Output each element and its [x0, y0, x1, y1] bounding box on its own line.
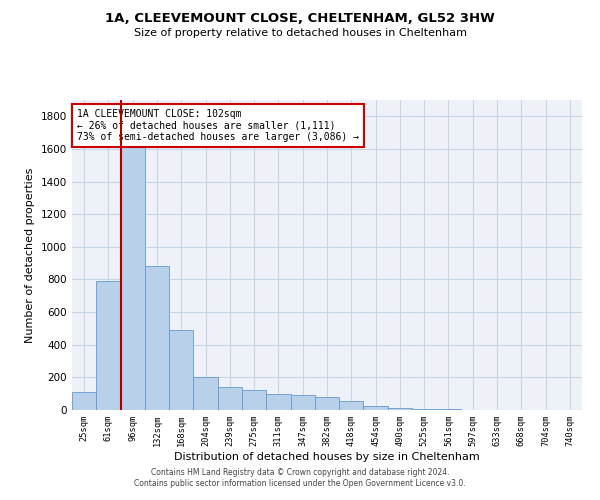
- Text: 1A CLEEVEMOUNT CLOSE: 102sqm
← 26% of detached houses are smaller (1,111)
73% of: 1A CLEEVEMOUNT CLOSE: 102sqm ← 26% of de…: [77, 110, 359, 142]
- Y-axis label: Number of detached properties: Number of detached properties: [25, 168, 35, 342]
- Bar: [364, 406, 388, 410]
- Bar: [242, 390, 266, 410]
- Bar: [218, 387, 242, 410]
- Bar: [121, 141, 145, 410]
- Text: Size of property relative to detached houses in Cheltenham: Size of property relative to detached ho…: [133, 28, 467, 38]
- Bar: [412, 408, 436, 410]
- Bar: [290, 396, 315, 410]
- Bar: [169, 330, 193, 410]
- Bar: [315, 397, 339, 410]
- Bar: [72, 392, 96, 410]
- X-axis label: Distribution of detached houses by size in Cheltenham: Distribution of detached houses by size …: [174, 452, 480, 462]
- Bar: [388, 408, 412, 410]
- Bar: [96, 281, 121, 410]
- Bar: [266, 394, 290, 410]
- Bar: [193, 378, 218, 410]
- Bar: [339, 401, 364, 410]
- Bar: [145, 266, 169, 410]
- Text: Contains HM Land Registry data © Crown copyright and database right 2024.
Contai: Contains HM Land Registry data © Crown c…: [134, 468, 466, 487]
- Bar: [436, 409, 461, 410]
- Text: 1A, CLEEVEMOUNT CLOSE, CHELTENHAM, GL52 3HW: 1A, CLEEVEMOUNT CLOSE, CHELTENHAM, GL52 …: [105, 12, 495, 26]
